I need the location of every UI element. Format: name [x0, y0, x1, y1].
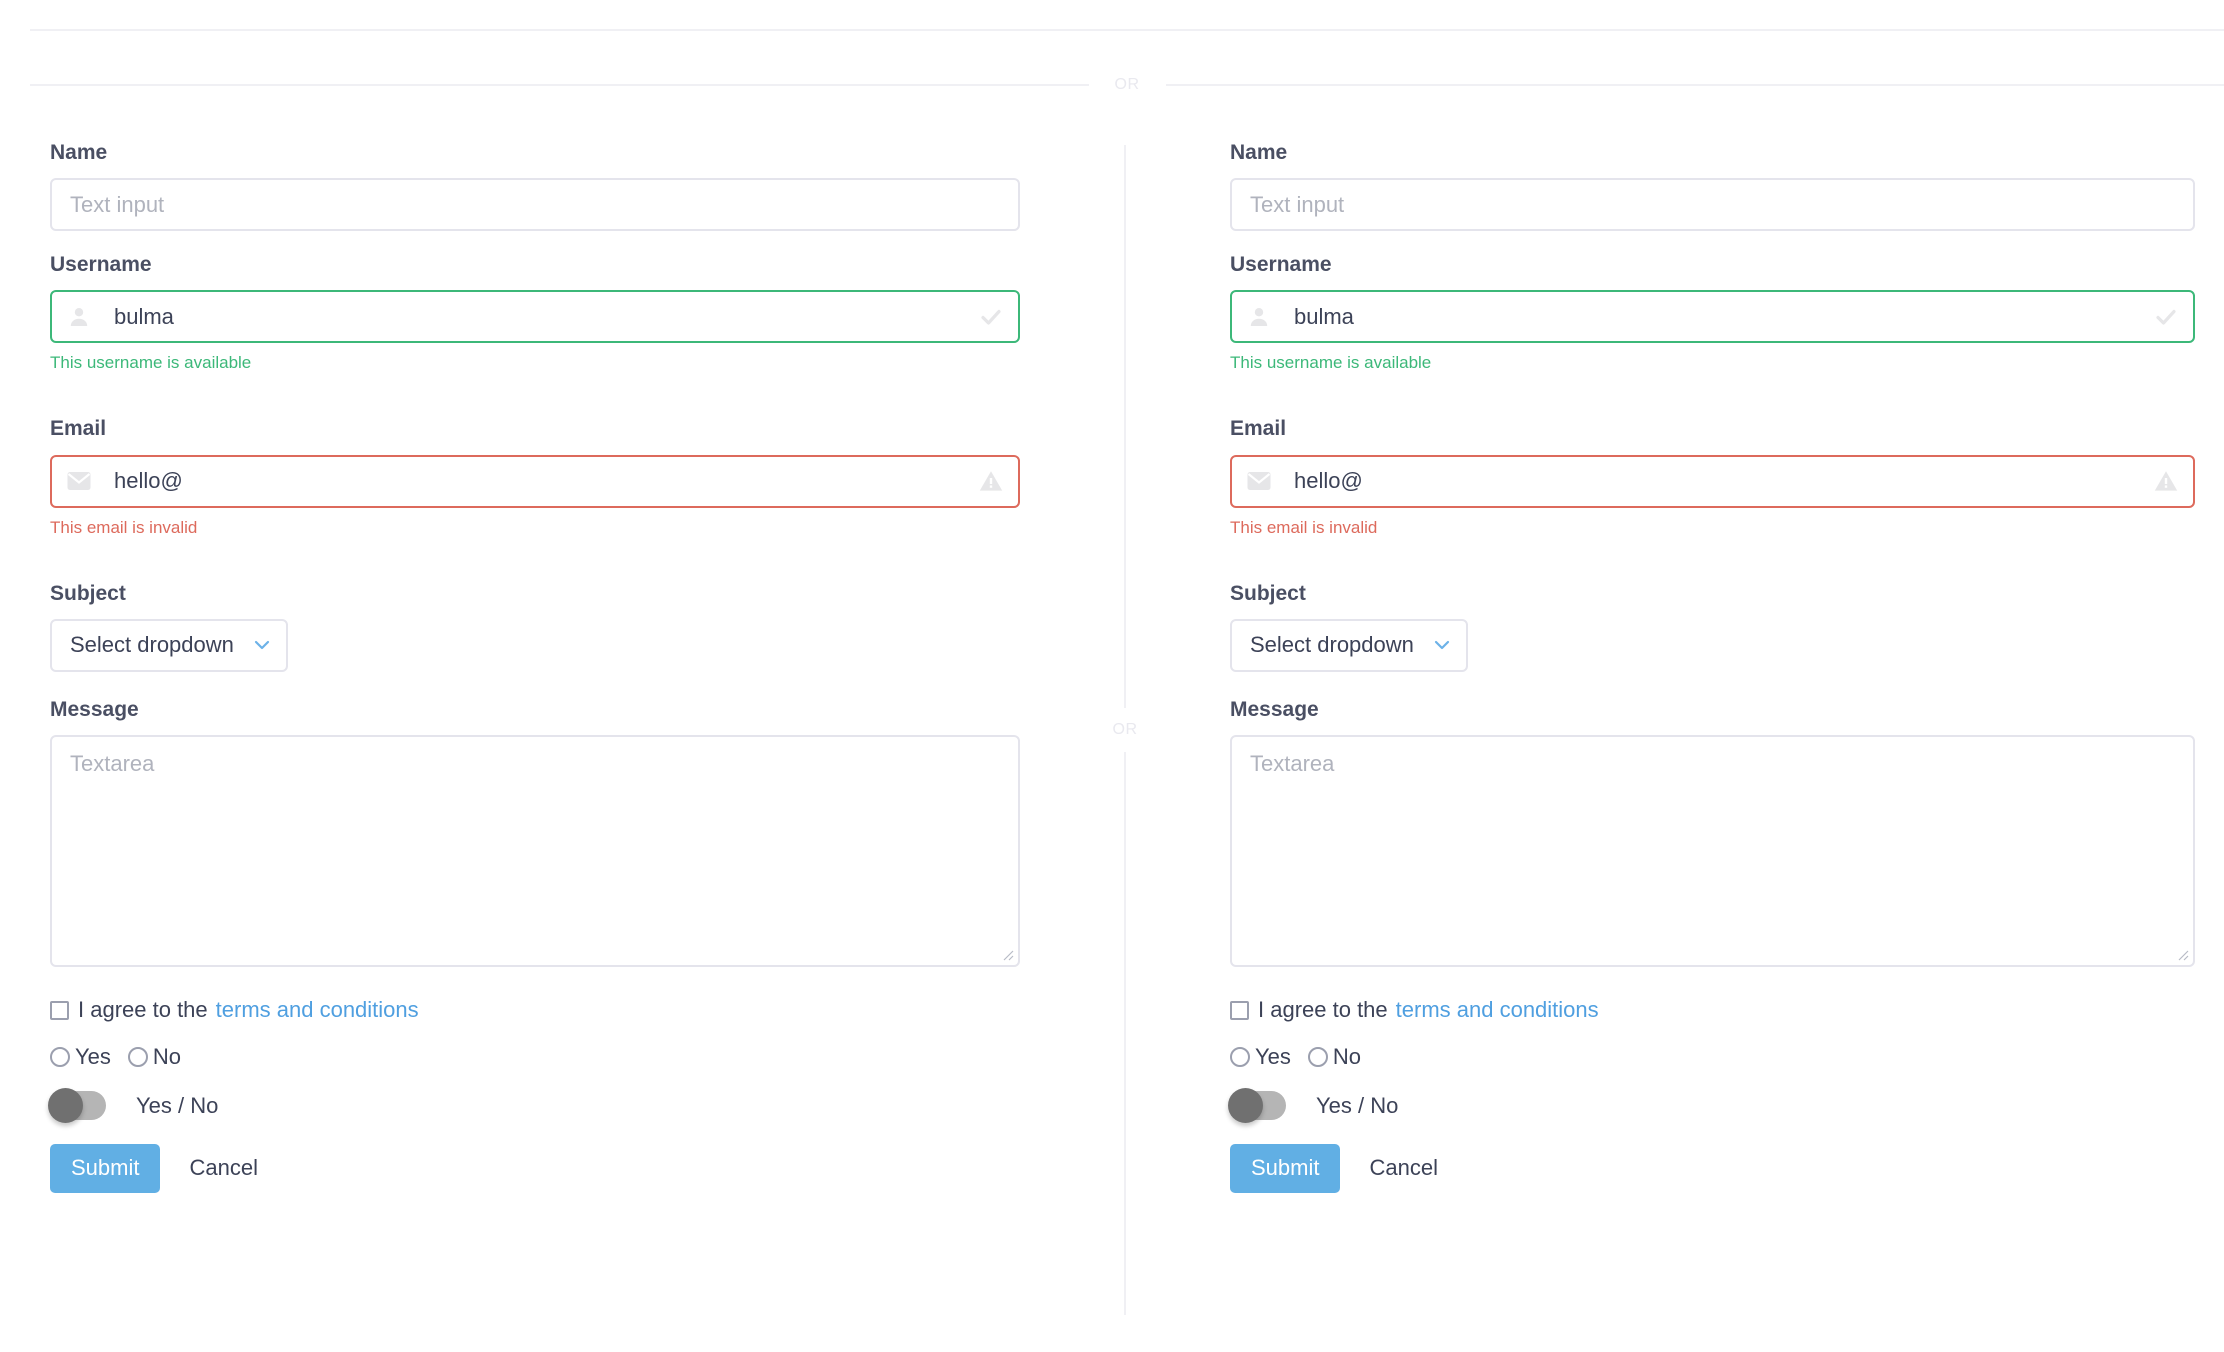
field-name: Name [1230, 140, 2195, 232]
switch-label: Yes / No [1316, 1092, 1399, 1118]
label-message: Message [1230, 697, 1319, 721]
yesno-switch-row: Yes / No [48, 1088, 1020, 1124]
divider-line-right [1165, 84, 2224, 86]
field-subject: Subject Select dropdown [1230, 581, 2195, 672]
label-username: Username [50, 253, 152, 277]
switch-label: Yes / No [136, 1092, 219, 1118]
field-subject: Subject Select dropdown [50, 581, 1020, 672]
username-input[interactable] [50, 290, 1020, 344]
field-message: Message [50, 697, 1020, 968]
radio-option-no[interactable]: No [1307, 1044, 1362, 1070]
radio-yes[interactable] [50, 1047, 70, 1068]
radio-option-no[interactable]: No [127, 1044, 182, 1070]
divider-line-bottom [1124, 752, 1126, 1315]
radio-no[interactable] [127, 1047, 148, 1068]
message-textarea[interactable] [1230, 735, 2195, 968]
right-form-column: Name Username [1228, 140, 2195, 1193]
control-username [50, 290, 1020, 344]
yesno-toggle-switch[interactable] [48, 1088, 106, 1124]
form-actions: Submit Cancel [1230, 1144, 2195, 1193]
vertical-or-divider: OR [1113, 145, 1137, 1315]
control-username [1230, 290, 2195, 344]
control-subject: Select dropdown [50, 618, 288, 672]
radio-yes[interactable] [1230, 1047, 1250, 1068]
yesno-switch-row: Yes / No [1228, 1088, 2195, 1124]
username-input[interactable] [1230, 290, 2195, 344]
radio-no-label: No [152, 1044, 182, 1070]
label-name: Name [1230, 141, 1288, 164]
submit-button[interactable]: Submit [1230, 1144, 1341, 1193]
name-input[interactable] [1230, 178, 2195, 232]
message-textarea[interactable] [50, 735, 1020, 968]
form-actions: Submit Cancel [50, 1144, 1020, 1193]
field-email: Email This email is invali [1230, 416, 2195, 538]
radio-no-label: No [1332, 1044, 1362, 1070]
email-help-text: This email is invalid [50, 517, 198, 537]
yesno-toggle-switch[interactable] [1228, 1088, 1286, 1124]
terms-text: I agree to the [1258, 997, 1388, 1023]
or-label-vertical: OR [1112, 721, 1138, 738]
label-username: Username [1230, 253, 1332, 277]
switch-knob [1228, 1088, 1263, 1124]
divider-line-left [30, 84, 1089, 86]
terms-checkbox[interactable] [1230, 1000, 1249, 1020]
yesno-radio-row: Yes No [50, 1044, 1020, 1070]
submit-button[interactable]: Submit [50, 1144, 161, 1193]
radio-option-yes[interactable]: Yes [1230, 1044, 1291, 1070]
control-email [50, 454, 1020, 508]
field-username: Username This username is available [50, 252, 1020, 374]
terms-text: I agree to the [78, 997, 208, 1023]
subject-select-value: Select dropdown [1250, 632, 1414, 658]
username-help-text: This username is available [1230, 353, 1432, 373]
subject-select-value: Select dropdown [70, 632, 234, 658]
subject-select[interactable]: Select dropdown [50, 618, 288, 672]
email-input[interactable] [50, 454, 1020, 508]
control-name [1230, 178, 2195, 232]
control-name [50, 178, 1020, 232]
control-message [1230, 735, 2195, 968]
left-form-column: Name Username [48, 140, 1020, 1193]
label-message: Message [50, 697, 139, 721]
radio-yes-label: Yes [1255, 1044, 1291, 1070]
form-columns: OR Name Username [0, 140, 2224, 1320]
label-email: Email [1230, 417, 1287, 441]
cancel-button[interactable]: Cancel [168, 1144, 278, 1192]
horizontal-or-divider: OR [30, 68, 2224, 102]
control-subject: Select dropdown [1230, 618, 1468, 672]
divider-line-top [1124, 145, 1126, 708]
field-username: Username This username is available [1230, 252, 2195, 374]
field-email: Email This email is invali [50, 416, 1020, 538]
switch-knob [48, 1088, 83, 1124]
terms-link[interactable]: terms and conditions [1395, 997, 1599, 1023]
terms-checkbox[interactable] [50, 1000, 69, 1020]
terms-row: I agree to the terms and conditions [50, 997, 1020, 1023]
cancel-button[interactable]: Cancel [1348, 1144, 1458, 1192]
label-name: Name [50, 141, 108, 164]
name-input[interactable] [50, 178, 1020, 232]
or-label: OR [1114, 76, 1140, 93]
yesno-radio-row: Yes No [1230, 1044, 2195, 1070]
email-help-text: This email is invalid [1230, 517, 1378, 537]
username-help-text: This username is available [50, 353, 252, 373]
label-email: Email [50, 417, 107, 441]
label-subject: Subject [50, 581, 126, 605]
field-name: Name [50, 140, 1020, 232]
control-email [1230, 454, 2195, 508]
control-message [50, 735, 1020, 968]
subject-select[interactable]: Select dropdown [1230, 618, 1468, 672]
radio-no[interactable] [1307, 1047, 1328, 1068]
radio-option-yes[interactable]: Yes [50, 1044, 111, 1070]
label-subject: Subject [1230, 581, 1306, 605]
terms-row: I agree to the terms and conditions [1230, 997, 2195, 1023]
radio-yes-label: Yes [75, 1044, 111, 1070]
email-input[interactable] [1230, 454, 2195, 508]
terms-link[interactable]: terms and conditions [215, 997, 419, 1023]
field-message: Message [1230, 697, 2195, 968]
top-horizontal-rule [30, 29, 2224, 31]
